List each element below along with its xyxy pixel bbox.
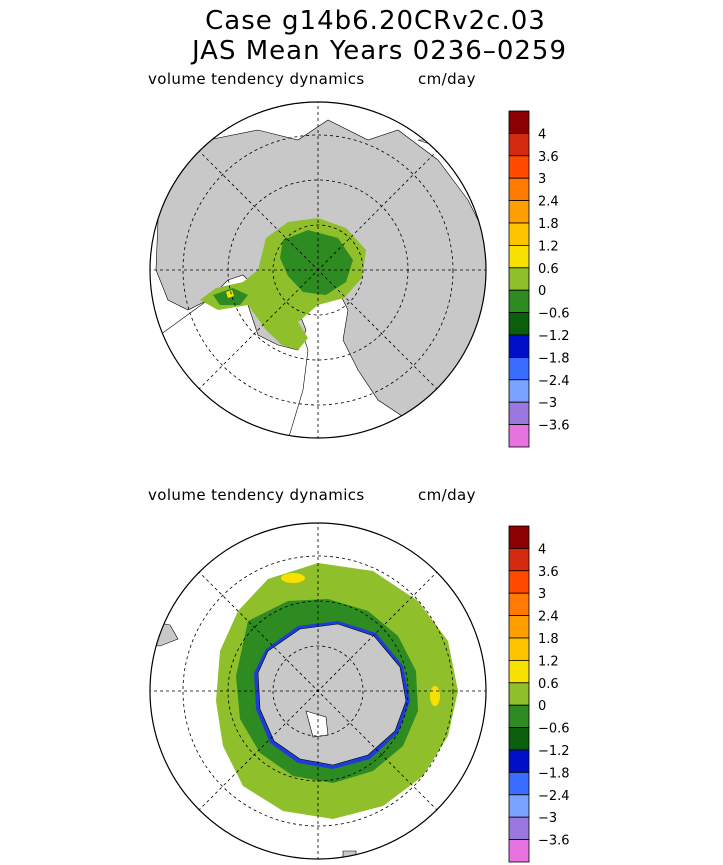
- colorbar-swatch: [508, 525, 530, 549]
- south-polar-map: [149, 522, 487, 860]
- colorbar-swatch: [508, 244, 530, 269]
- colorbar-swatch: [508, 379, 530, 403]
- colorbar-swatch: [508, 547, 530, 572]
- colorbar-tick-label: 0.6: [538, 677, 559, 692]
- colorbar-swatch: [508, 682, 530, 706]
- colorbar-swatch: [508, 267, 530, 291]
- colorbar-tick-label: −3.6: [538, 419, 570, 434]
- north-map-frame: [149, 101, 487, 439]
- colorbar-tick-label: −1.2: [538, 744, 570, 759]
- figure-title-line2: JAS Mean Years 0236–0259: [191, 36, 568, 66]
- colorbar-swatch: [508, 110, 530, 134]
- colorbar-swatch: [508, 749, 530, 773]
- colorbar-swatch: [508, 222, 530, 246]
- colorbar-tick-label: −1.8: [538, 351, 570, 366]
- colorbar-swatch: [508, 132, 530, 157]
- north-ice-dark: [280, 230, 353, 295]
- colorbar-swatch: [508, 839, 530, 863]
- colorbar-tick-label: 0: [538, 699, 546, 714]
- colorbar-swatch: [508, 592, 530, 616]
- colorbar-swatch: [508, 615, 530, 639]
- colorbar-swatch: [508, 794, 530, 818]
- south-land-antarctica: [257, 623, 407, 766]
- north-colorbar: 4 3.6 3 2.4 1.8 1.2 0.6 0 −0.6 −1.2 −1.8 −2.4 −3 −3.6: [508, 110, 570, 448]
- colorbar-swatch: [508, 637, 530, 661]
- south-graticule: [150, 523, 486, 859]
- south-map-frame: [149, 522, 487, 860]
- south-ice-yellow-2: [430, 686, 440, 706]
- colorbar-swatch: [508, 424, 530, 448]
- colorbar-tick-label: 4: [538, 542, 546, 557]
- colorbar-swatch: [508, 771, 530, 796]
- colorbar-tick-label: 0: [538, 284, 546, 299]
- colorbar-swatch: [508, 401, 530, 426]
- colorbar-tick-label: 2.4: [538, 195, 559, 210]
- colorbar-tick-label: 3.6: [538, 565, 559, 580]
- colorbar-tick-label: 1.8: [538, 217, 559, 232]
- colorbar-swatch: [508, 659, 530, 684]
- figure-title-line1: Case g14b6.20CRv2c.03: [205, 6, 546, 36]
- colorbar-swatch: [508, 570, 530, 594]
- colorbar-swatch: [508, 155, 530, 179]
- colorbar-tick-label: 3: [538, 587, 546, 602]
- north-polar-map: [149, 101, 487, 439]
- south-field-label: volume tendency dynamics: [148, 486, 365, 504]
- colorbar-tick-label: −3: [538, 396, 557, 411]
- colorbar-tick-label: −1.8: [538, 766, 570, 781]
- colorbar-swatch: [508, 704, 530, 728]
- colorbar-swatch: [508, 200, 530, 224]
- colorbar-tick-label: −3: [538, 811, 557, 826]
- colorbar-tick-label: −2.4: [538, 789, 570, 804]
- colorbar-tick-label: 2.4: [538, 610, 559, 625]
- colorbar-swatch: [508, 356, 530, 381]
- north-ice-yellow: [226, 290, 234, 298]
- colorbar-swatch: [508, 816, 530, 841]
- north-units-label: cm/day: [418, 70, 476, 88]
- colorbar-tick-label: 3: [538, 172, 546, 187]
- colorbar-tick-label: 1.8: [538, 632, 559, 647]
- north-graticule: [150, 102, 486, 438]
- colorbar-tick-label: −0.6: [538, 307, 570, 322]
- colorbar-tick-label: 4: [538, 127, 546, 142]
- south-ice-yellow-1: [281, 573, 305, 583]
- colorbar-tick-label: 3.6: [538, 150, 559, 165]
- colorbar-swatch: [508, 727, 530, 751]
- south-colorbar: 4 3.6 3 2.4 1.8 1.2 0.6 0 −0.6 −1.2 −1.8 −2.4 −3 −3.6: [508, 525, 570, 863]
- colorbar-swatch: [508, 312, 530, 336]
- south-units-label: cm/day: [418, 486, 476, 504]
- colorbar-tick-label: −0.6: [538, 722, 570, 737]
- colorbar-tick-label: 0.6: [538, 262, 559, 277]
- colorbar-tick-label: −1.2: [538, 329, 570, 344]
- colorbar-swatch: [508, 289, 530, 313]
- colorbar-tick-label: −3.6: [538, 834, 570, 849]
- colorbar-swatch: [508, 334, 530, 358]
- colorbar-swatch: [508, 177, 530, 201]
- colorbar-tick-label: 1.2: [538, 654, 559, 669]
- north-field-label: volume tendency dynamics: [148, 70, 365, 88]
- colorbar-tick-label: 1.2: [538, 239, 559, 254]
- colorbar-tick-label: −2.4: [538, 374, 570, 389]
